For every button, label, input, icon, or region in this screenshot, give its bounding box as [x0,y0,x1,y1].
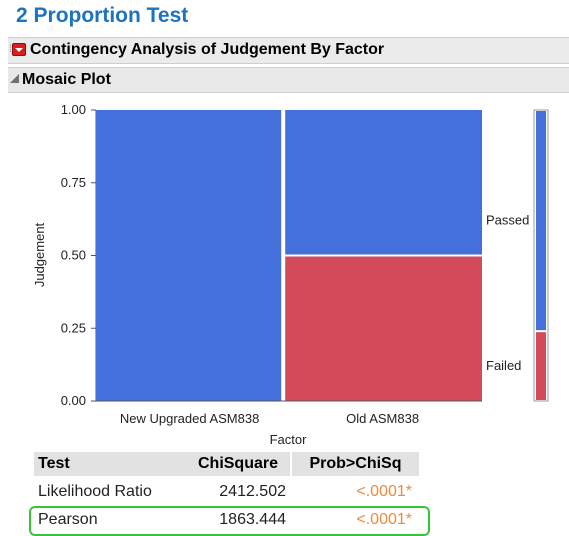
column-header-prob[interactable]: Prob>ChiSq [292,452,419,476]
y-tick-label: 0.50 [61,248,86,263]
disclosure-triangle-icon[interactable] [10,74,19,83]
table-row-prob: <.0001* [356,511,412,528]
x-axis-title: Factor [270,432,308,447]
y-axis-title: Judgement [32,222,47,287]
table-row-test: Likelihood Ratio [38,483,152,500]
table-row-chisquare: 1863.444 [219,511,286,528]
mosaic-plot: 0.00 0.25 0.50 0.75 1.00 New Upgraded ASM838… [32,102,549,447]
mosaic-tile-failed [285,256,482,401]
mosaic-tile-passed [96,110,282,401]
column-header-chisquare[interactable]: ChiSquare [186,452,290,476]
column-header-test[interactable]: Test [34,452,186,476]
table-row-chisquare: 2412.502 [219,483,286,500]
table-row-prob: <.0001* [356,483,412,500]
page-title: 2 Proportion Test [16,4,189,27]
x-axis: New Upgraded ASM838 Old ASM838 [96,400,482,426]
mosaic-tile-passed [285,110,482,255]
grip-icon: ⁞ [9,44,12,55]
side-bar-segment-failed [536,332,546,400]
y-tick-label: 0.25 [61,320,86,335]
table-row-test: Pearson [38,511,98,528]
report-header: ⁞ Contingency Analysis of Judgement By F… [8,37,569,64]
mosaic-plot-outline-header[interactable]: Mosaic Plot [8,67,569,93]
mosaic-tiles [96,110,482,401]
report-title[interactable]: Contingency Analysis of Judgement By Fac… [30,41,385,58]
side-bar: Failed Passed [486,109,549,402]
red-triangle-menu-icon[interactable] [12,43,26,56]
x-tick-label: New Upgraded ASM838 [120,411,259,426]
outline-title: Mosaic Plot [22,71,111,88]
y-axis: 0.00 0.25 0.50 0.75 1.00 [61,102,97,408]
series-label-failed: Failed [486,358,521,373]
y-tick-label: 0.00 [61,393,86,408]
y-tick-label: 1.00 [61,102,86,117]
side-bar-segment-passed [536,111,546,331]
x-tick-label: Old ASM838 [346,411,419,426]
series-label-passed: Passed [486,213,529,228]
y-tick-label: 0.75 [61,175,86,190]
